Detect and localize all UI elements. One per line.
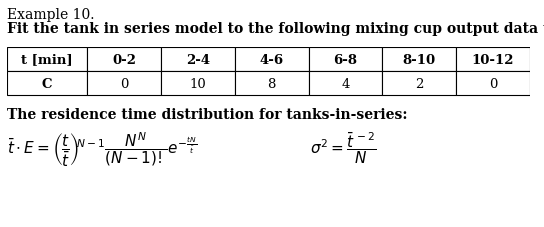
Text: $\sigma^{2} = \dfrac{\bar{t}^{\,-2}}{N}$: $\sigma^{2} = \dfrac{\bar{t}^{\,-2}}{N}$ xyxy=(310,129,376,165)
Text: 10-12: 10-12 xyxy=(472,53,514,66)
Text: Example 10.: Example 10. xyxy=(7,8,95,22)
Bar xyxy=(382,48,456,72)
Text: 0: 0 xyxy=(489,77,497,90)
Bar xyxy=(234,72,308,96)
Text: $\bar{t} \cdot E = \left(\dfrac{t}{\bar{t}}\right)^{\!\!N-1}\dfrac{N^{N}}{(N-1)!: $\bar{t} \cdot E = \left(\dfrac{t}{\bar{… xyxy=(7,129,197,168)
Bar xyxy=(382,72,456,96)
Text: 4-6: 4-6 xyxy=(259,53,283,66)
Bar xyxy=(234,48,308,72)
Bar xyxy=(7,48,87,72)
Text: 8-10: 8-10 xyxy=(403,53,436,66)
Bar xyxy=(456,48,530,72)
Text: 0: 0 xyxy=(120,77,128,90)
Text: 10: 10 xyxy=(189,77,206,90)
Text: Fit the tank in series model to the following mixing cup output data to a pulse : Fit the tank in series model to the foll… xyxy=(7,22,544,36)
Bar xyxy=(7,72,87,96)
Text: t [min]: t [min] xyxy=(21,53,73,66)
Bar xyxy=(308,48,382,72)
Text: The residence time distribution for tanks-in-series:: The residence time distribution for tank… xyxy=(7,108,407,121)
Text: 2-4: 2-4 xyxy=(186,53,210,66)
Text: C: C xyxy=(42,77,52,90)
Bar xyxy=(161,72,234,96)
Bar xyxy=(161,48,234,72)
Text: 4: 4 xyxy=(341,77,350,90)
Bar xyxy=(456,72,530,96)
Text: 6-8: 6-8 xyxy=(333,53,357,66)
Text: 8: 8 xyxy=(268,77,276,90)
Text: 0-2: 0-2 xyxy=(112,53,136,66)
Text: 2: 2 xyxy=(415,77,423,90)
Bar xyxy=(87,48,161,72)
Bar xyxy=(87,72,161,96)
Bar xyxy=(308,72,382,96)
